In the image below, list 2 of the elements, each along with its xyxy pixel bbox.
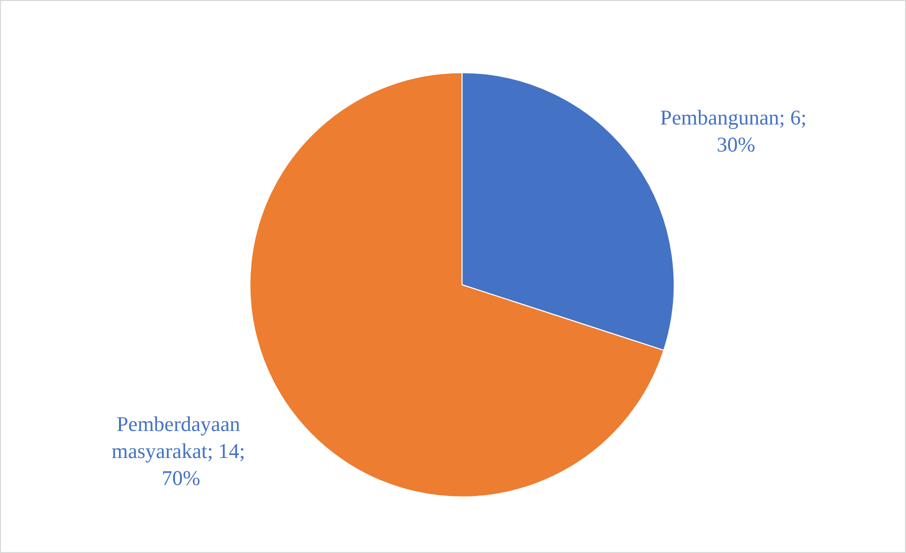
slice-label: Pemberdayaan masyarakat; 14; 70% (112, 412, 250, 490)
slice-label: Pembangunan; 6; 30% (660, 106, 812, 156)
